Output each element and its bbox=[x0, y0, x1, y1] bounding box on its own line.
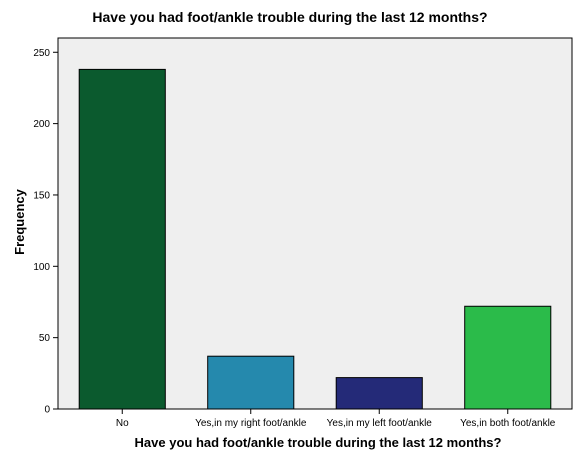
y-tick-label: 0 bbox=[44, 405, 50, 416]
x-axis-label: Have you had foot/ankle trouble during t… bbox=[135, 435, 502, 450]
y-tick-label: 250 bbox=[33, 48, 50, 59]
bar-0 bbox=[78, 68, 166, 410]
bar-2 bbox=[335, 377, 423, 410]
chart-title: Have you had foot/ankle trouble during t… bbox=[92, 9, 487, 25]
y-axis: 0 50 100 150 200 250 bbox=[33, 48, 58, 416]
bars-group bbox=[78, 68, 552, 410]
y-tick-label: 100 bbox=[33, 262, 50, 273]
y-tick-label: 150 bbox=[33, 190, 50, 201]
y-axis-label: Frequency bbox=[12, 188, 27, 255]
bar-3 bbox=[464, 305, 552, 410]
x-axis: No Yes,in my right foot/ankle Yes,in my le… bbox=[116, 409, 556, 429]
x-tick-label: No bbox=[116, 418, 129, 429]
x-tick-label: Yes,in my left foot/ankle bbox=[327, 418, 433, 429]
x-tick-label: Yes,in my right foot/ankle bbox=[195, 418, 307, 429]
y-tick-label: 50 bbox=[39, 333, 51, 344]
x-tick-label: Yes,in both foot/ankle bbox=[460, 418, 556, 429]
bar-1 bbox=[207, 355, 295, 410]
y-tick-label: 200 bbox=[33, 119, 50, 130]
